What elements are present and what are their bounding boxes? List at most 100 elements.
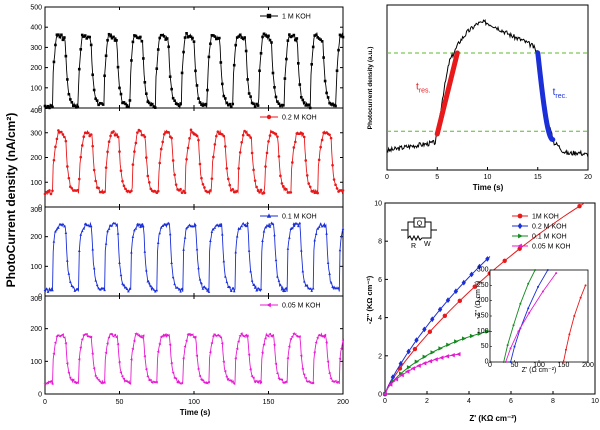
data-point xyxy=(317,158,321,162)
data-point xyxy=(76,287,80,291)
data-point xyxy=(198,374,201,378)
data-point xyxy=(186,35,190,39)
data-point xyxy=(43,192,47,196)
data-point xyxy=(291,34,294,38)
data-point xyxy=(94,179,97,183)
data-point xyxy=(174,102,178,106)
data-point xyxy=(337,380,340,384)
data-point xyxy=(80,144,84,147)
data-point xyxy=(329,103,333,106)
data-point xyxy=(106,342,109,345)
legend-label: 0.05 M KOH xyxy=(532,244,571,251)
inset-data-point xyxy=(519,302,522,305)
data-point xyxy=(229,379,233,382)
annotation-symbol: t xyxy=(553,87,556,98)
data-point xyxy=(109,134,112,138)
data-point xyxy=(337,286,340,290)
legend-swatch-marker xyxy=(518,233,523,239)
data-point xyxy=(61,222,65,226)
data-point xyxy=(410,366,416,371)
data-point xyxy=(238,33,242,37)
data-point xyxy=(156,350,160,353)
data-point xyxy=(146,174,150,178)
data-point xyxy=(276,275,279,278)
inset-data-point xyxy=(513,345,516,348)
data-point xyxy=(222,259,226,263)
data-point xyxy=(279,283,282,286)
data-point xyxy=(92,168,96,172)
data-point xyxy=(472,284,477,289)
data-point xyxy=(288,33,291,36)
data-point xyxy=(256,286,260,290)
data-point xyxy=(238,334,242,337)
y-tick-label: 200 xyxy=(30,65,42,72)
data-point xyxy=(198,277,202,281)
inset-data-point xyxy=(509,347,512,350)
subplot-frame xyxy=(44,107,344,208)
y-tick-label: 100 xyxy=(30,180,42,187)
data-point xyxy=(414,359,420,364)
data-point xyxy=(232,289,236,293)
inset-data-point xyxy=(504,361,507,363)
data-point xyxy=(244,49,248,53)
data-point xyxy=(218,36,221,40)
data-point xyxy=(66,259,69,262)
x-tick-label: 5 xyxy=(435,174,439,181)
data-point xyxy=(286,356,289,360)
data-point xyxy=(167,131,170,134)
data-point xyxy=(83,222,87,225)
data-point xyxy=(328,371,331,375)
data-point xyxy=(91,247,94,251)
data-point xyxy=(201,104,205,107)
y-axis-label: -Z'' (KΩ cm⁻²) xyxy=(365,275,374,324)
data-point xyxy=(115,335,118,339)
data-point xyxy=(173,173,176,177)
data-point xyxy=(113,333,117,337)
data-point xyxy=(52,158,56,162)
data-point xyxy=(258,69,261,73)
data-point xyxy=(249,136,252,139)
data-point xyxy=(110,333,114,336)
data-point xyxy=(59,334,63,337)
data-point xyxy=(273,233,276,237)
data-point xyxy=(159,147,163,151)
data-point xyxy=(155,381,158,384)
data-point xyxy=(191,131,194,134)
data-point xyxy=(48,189,51,192)
y-tick-label: 0 xyxy=(38,106,42,113)
data-point xyxy=(258,379,261,383)
data-point xyxy=(326,96,330,99)
data-point xyxy=(406,365,412,370)
inset-data-point xyxy=(527,282,530,285)
data-point xyxy=(77,67,81,71)
data-point xyxy=(338,357,342,361)
data-point xyxy=(57,129,60,132)
y-tick-label: 8 xyxy=(378,239,382,246)
data-point xyxy=(124,187,127,191)
data-point xyxy=(116,342,120,346)
data-point xyxy=(46,104,50,108)
data-point xyxy=(253,179,257,182)
data-point xyxy=(329,136,333,140)
x-axis-label: Time (s) xyxy=(473,183,504,192)
data-point xyxy=(182,356,185,360)
data-point xyxy=(137,334,140,337)
data-point xyxy=(64,231,68,234)
data-point xyxy=(326,261,330,264)
data-point xyxy=(73,289,77,292)
data-point xyxy=(97,378,100,382)
data-point xyxy=(457,298,463,304)
x-tick-label: 20 xyxy=(584,174,592,181)
data-point xyxy=(221,82,224,86)
data-point xyxy=(67,371,70,375)
inset-y-tick-label: 200 xyxy=(477,297,489,304)
data-point xyxy=(252,376,255,380)
x-tick-label: 10 xyxy=(484,174,492,181)
data-point xyxy=(191,36,194,40)
data-point xyxy=(226,177,230,181)
data-point xyxy=(156,48,160,51)
response-curve xyxy=(386,18,589,158)
data-point xyxy=(291,226,294,230)
